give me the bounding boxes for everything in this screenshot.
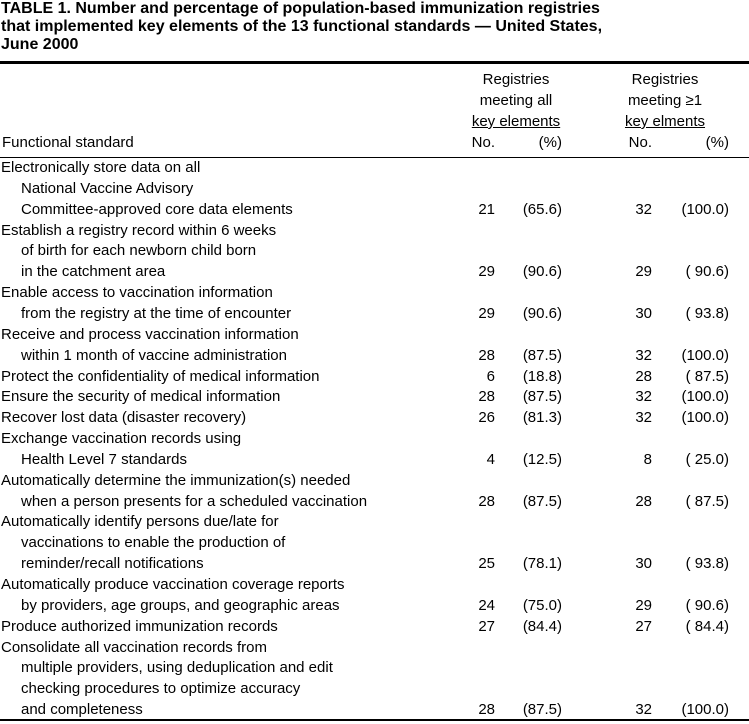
all-count: 27 (478, 617, 495, 635)
standard-text: Committee-approved core data elements (21, 200, 293, 218)
one-percent: (100.0) (681, 388, 729, 406)
all-percent: (78.1) (522, 555, 562, 573)
standard-text: reminder/recall notifications (21, 555, 204, 573)
one-count: 29 (635, 596, 652, 614)
header-pct: (%) (538, 134, 562, 151)
one-percent: ( 25.0) (685, 450, 729, 468)
standard-text: within 1 month of vaccine administration (21, 346, 287, 364)
all-percent: (87.5) (522, 388, 562, 406)
header-group-line: key elements (471, 113, 561, 130)
header-group-line: Registries (631, 71, 699, 88)
standard-text: Recover lost data (disaster recovery) (1, 409, 247, 427)
all-percent: (18.8) (522, 367, 562, 385)
all-count: 29 (478, 263, 495, 281)
one-count: 8 (643, 450, 652, 468)
standard-text: checking procedures to optimize accuracy (21, 680, 301, 698)
standard-text: of birth for each newborn child born (21, 242, 257, 260)
header-group-line: meeting all (479, 92, 553, 109)
title-line: that implemented key elements of the 13 … (1, 18, 603, 35)
standard-text: in the catchment area (21, 263, 166, 281)
all-count: 28 (478, 492, 495, 510)
one-percent: (100.0) (681, 200, 729, 218)
all-percent: (87.5) (522, 701, 562, 719)
one-count: 28 (635, 367, 652, 385)
all-count: 28 (478, 346, 495, 364)
one-percent: (100.0) (681, 701, 729, 719)
standard-text: National Vaccine Advisory (21, 179, 194, 197)
one-count: 32 (635, 388, 652, 406)
one-percent: ( 84.4) (685, 617, 729, 635)
header-group-line: Registries (482, 71, 550, 88)
one-count: 28 (635, 492, 652, 510)
standard-text: when a person presents for a scheduled v… (21, 492, 368, 510)
all-count: 6 (486, 367, 495, 385)
all-percent: (87.5) (522, 346, 562, 364)
one-count: 32 (635, 409, 652, 427)
standard-text: Enable access to vaccination information (1, 284, 273, 302)
one-percent: ( 90.6) (685, 596, 729, 614)
title-line: TABLE 1. Number and percentage of popula… (1, 0, 600, 17)
one-percent: ( 93.8) (685, 304, 729, 322)
all-percent: (81.3) (522, 409, 562, 427)
top-rule (0, 61, 749, 64)
one-count: 30 (635, 555, 652, 573)
all-percent: (90.6) (522, 304, 562, 322)
all-percent: (65.6) (522, 200, 562, 218)
title-line: June 2000 (1, 36, 79, 53)
header-group-line: meeting ≥1 (627, 92, 703, 109)
all-count: 29 (478, 304, 495, 322)
standard-text: and completeness (21, 701, 143, 719)
bottom-rule (0, 719, 749, 721)
standard-text: Exchange vaccination records using (1, 430, 242, 448)
standard-text: Automatically identify persons due/late … (1, 513, 279, 531)
header-pct: (%) (705, 134, 729, 151)
all-count: 21 (478, 200, 495, 218)
one-percent: ( 90.6) (685, 263, 729, 281)
standard-text: vaccinations to enable the production of (21, 534, 286, 552)
one-percent: (100.0) (681, 409, 729, 427)
one-count: 32 (635, 346, 652, 364)
standard-text: Consolidate all vaccination records from (1, 638, 267, 656)
all-count: 28 (478, 701, 495, 719)
all-percent: (84.4) (522, 617, 562, 635)
one-count: 32 (635, 200, 652, 218)
one-count: 32 (635, 701, 652, 719)
all-count: 24 (478, 596, 495, 614)
header-standard: Functional standard (2, 134, 134, 151)
standard-text: by providers, age groups, and geographic… (21, 596, 340, 614)
header-no: No. (628, 134, 652, 151)
standard-text: Receive and process vaccination informat… (1, 325, 299, 343)
standard-text: Electronically store data on all (1, 159, 201, 176)
standard-text: multiple providers, using deduplication … (21, 659, 333, 677)
one-count: 27 (635, 617, 652, 635)
all-percent: (87.5) (522, 492, 562, 510)
header-group-line: key elments (624, 113, 706, 130)
all-percent: (12.5) (522, 450, 562, 468)
all-count: 4 (486, 450, 495, 468)
standard-text: Protect the confidentiality of medical i… (1, 367, 320, 385)
one-percent: ( 87.5) (685, 367, 729, 385)
standard-text: Establish a registry record within 6 wee… (1, 221, 277, 239)
all-count: 28 (478, 388, 495, 406)
one-percent: ( 87.5) (685, 492, 729, 510)
standard-text: Produce authorized immunization records (1, 617, 278, 635)
one-percent: (100.0) (681, 346, 729, 364)
one-count: 29 (635, 263, 652, 281)
header-no: No. (471, 134, 495, 151)
header-rule (0, 157, 749, 158)
all-percent: (90.6) (522, 263, 562, 281)
all-count: 25 (478, 555, 495, 573)
one-count: 30 (635, 304, 652, 322)
standard-text: Ensure the security of medical informati… (1, 388, 281, 406)
standard-text: Health Level 7 standards (21, 450, 187, 468)
all-percent: (75.0) (522, 596, 562, 614)
all-count: 26 (478, 409, 495, 427)
standard-text: from the registry at the time of encount… (21, 304, 292, 322)
standard-text: Automatically determine the immunization… (1, 471, 351, 489)
standard-text: Automatically produce vaccination covera… (1, 576, 345, 593)
one-percent: ( 93.8) (685, 555, 729, 573)
